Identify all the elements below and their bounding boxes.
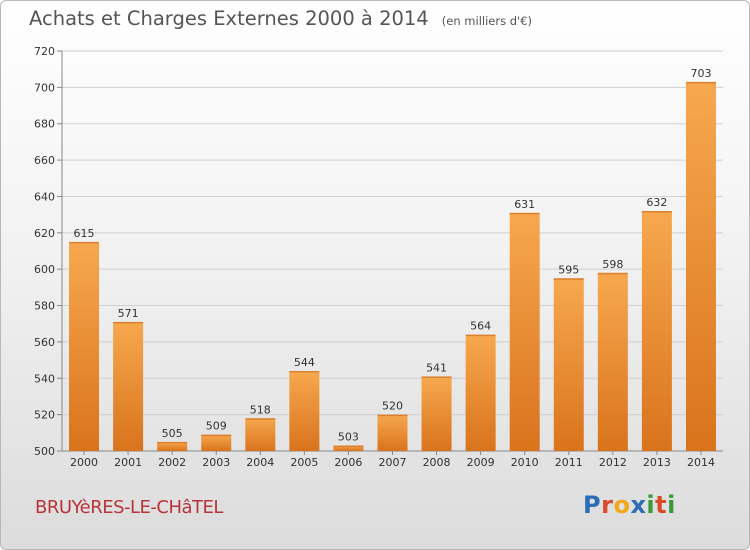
bar-top-edge bbox=[553, 278, 584, 280]
data-label-2002: 505 bbox=[162, 427, 183, 440]
data-label-2008: 541 bbox=[426, 361, 447, 374]
bar-2001 bbox=[113, 321, 144, 451]
bar-top-edge bbox=[245, 418, 276, 420]
bar-2010 bbox=[509, 212, 540, 451]
data-label-2000: 615 bbox=[74, 227, 95, 240]
bar-top-edge bbox=[157, 441, 188, 444]
data-labels: 615 571 505 509 518 544 503 520 541 564 631 595 598 6… bbox=[74, 67, 712, 444]
bar-top-edge bbox=[641, 211, 672, 213]
logo-letter: i bbox=[646, 491, 656, 519]
y-tick-labels: 500 520 540 560 580 600 620 640 660 680 700 720 bbox=[34, 45, 55, 458]
bar-2008 bbox=[421, 376, 452, 451]
commune-name: BRUYèRES-LE-CHâTEL bbox=[35, 497, 223, 518]
bar-top-edge bbox=[597, 272, 628, 275]
data-label-2005: 544 bbox=[294, 356, 315, 369]
bar-2006 bbox=[333, 445, 364, 451]
bar-top-edge bbox=[113, 321, 144, 324]
bar-2011 bbox=[553, 278, 584, 451]
logo-letter: i bbox=[667, 491, 676, 519]
data-label-2006: 503 bbox=[338, 431, 359, 444]
x-tick-label-2004: 2004 bbox=[246, 456, 274, 469]
logo-letter: P bbox=[583, 491, 602, 519]
bar-top-edge bbox=[289, 371, 320, 373]
x-tick-label-2012: 2012 bbox=[599, 456, 627, 469]
y-tick-label: 700 bbox=[34, 81, 55, 94]
bar-2003 bbox=[201, 434, 232, 451]
y-tick-label: 640 bbox=[34, 190, 55, 203]
bars bbox=[69, 81, 716, 451]
bar-2004 bbox=[245, 418, 276, 451]
x-tick-label-2005: 2005 bbox=[290, 456, 318, 469]
bar-2014 bbox=[685, 81, 716, 451]
x-tick-label-2001: 2001 bbox=[114, 456, 142, 469]
x-tick-label-2007: 2007 bbox=[379, 456, 407, 469]
x-tick-label-2002: 2002 bbox=[158, 456, 186, 469]
x-tick-labels: 2000 2001 2002 2003 2004 2005 2006 2007 2008 2009… bbox=[70, 451, 715, 469]
y-tick-label: 560 bbox=[34, 336, 55, 349]
data-label-2003: 509 bbox=[206, 420, 227, 433]
data-label-2011: 595 bbox=[558, 263, 579, 276]
bar-top-edge bbox=[201, 434, 232, 437]
bar-top-edge bbox=[509, 212, 540, 215]
y-tick-label: 500 bbox=[34, 445, 55, 458]
logo-letter: r bbox=[601, 491, 614, 519]
x-tick-label-2010: 2010 bbox=[511, 456, 539, 469]
x-tick-label-2014: 2014 bbox=[687, 456, 715, 469]
data-label-2004: 518 bbox=[250, 403, 271, 416]
bar-2000 bbox=[69, 241, 100, 451]
bar-2012 bbox=[597, 272, 628, 451]
data-label-2014: 703 bbox=[690, 67, 711, 80]
bar-top-edge bbox=[465, 334, 496, 337]
logo-letter: x bbox=[630, 491, 647, 519]
data-label-2009: 564 bbox=[470, 320, 491, 333]
bar-top-edge bbox=[333, 445, 364, 448]
data-label-2001: 571 bbox=[118, 307, 139, 320]
y-tick-label: 720 bbox=[34, 45, 55, 58]
bar-top-edge bbox=[377, 414, 408, 417]
y-tick-label: 680 bbox=[34, 118, 55, 131]
y-tick-label: 580 bbox=[34, 300, 55, 313]
bar-top-edge bbox=[685, 81, 716, 84]
data-label-2013: 632 bbox=[646, 196, 667, 209]
bar-top-edge bbox=[69, 241, 100, 244]
y-tick-label: 540 bbox=[34, 372, 55, 385]
data-label-2007: 520 bbox=[382, 400, 403, 413]
data-label-2012: 598 bbox=[602, 258, 623, 271]
chart-title: Achats et Charges Externes 2000 à 2014 bbox=[29, 7, 429, 30]
logo-letter: o bbox=[613, 491, 631, 519]
y-tick-label: 660 bbox=[34, 154, 55, 167]
y-tick-label: 520 bbox=[34, 409, 55, 422]
x-tick-label-2009: 2009 bbox=[467, 456, 495, 469]
bar-2013 bbox=[641, 211, 672, 451]
data-label-2010: 631 bbox=[514, 198, 535, 211]
chart-subtitle: (en milliers d'€) bbox=[441, 14, 532, 28]
title-block: Achats et Charges Externes 2000 à 2014 (… bbox=[29, 7, 532, 30]
x-tick-label-2013: 2013 bbox=[643, 456, 671, 469]
x-tick-label-2006: 2006 bbox=[334, 456, 362, 469]
x-tick-label-2008: 2008 bbox=[423, 456, 451, 469]
y-tick-label: 600 bbox=[34, 263, 55, 276]
x-tick-label-2003: 2003 bbox=[202, 456, 230, 469]
bar-2007 bbox=[377, 414, 408, 451]
bar-2009 bbox=[465, 334, 496, 451]
x-tick-label-2011: 2011 bbox=[555, 456, 583, 469]
bar-2005 bbox=[289, 371, 320, 451]
logo-letter: t bbox=[655, 491, 668, 519]
x-tick-label-2000: 2000 bbox=[70, 456, 98, 469]
bar-2002 bbox=[157, 441, 188, 451]
y-tick-label: 620 bbox=[34, 227, 55, 240]
proxiti-logo: Proxiti bbox=[583, 491, 676, 519]
bar-top-edge bbox=[421, 376, 452, 378]
